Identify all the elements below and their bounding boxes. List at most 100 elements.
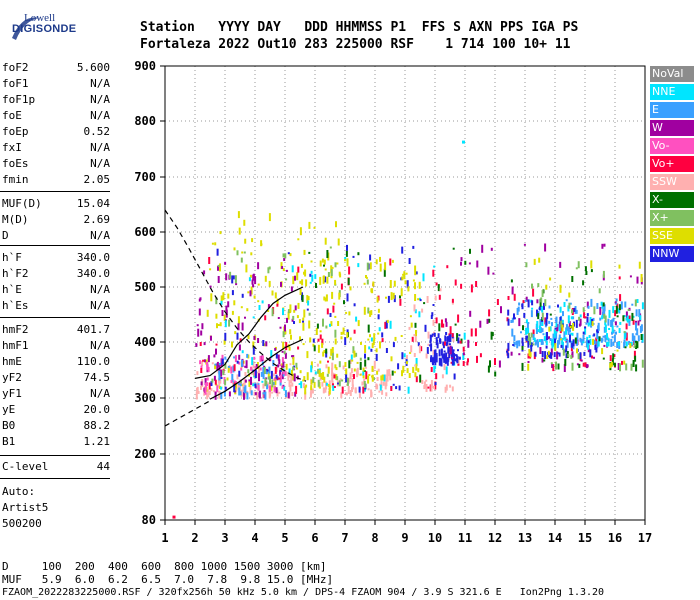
- echo-point: [363, 370, 366, 372]
- echo-point: [583, 312, 586, 319]
- echo-point: [227, 301, 230, 308]
- legend-item-w: W: [650, 120, 694, 136]
- echo-point: [224, 320, 227, 328]
- echo-point: [583, 351, 586, 356]
- echo-point: [511, 328, 514, 337]
- echo-point: [351, 374, 354, 377]
- echo-point: [584, 316, 587, 319]
- echo-point: [373, 360, 376, 369]
- echo-point: [445, 332, 448, 335]
- param-value: 88.2: [83, 419, 111, 432]
- param-row: B0 88.2: [2, 419, 110, 435]
- echo-point: [474, 328, 477, 337]
- echo-point: [366, 262, 369, 271]
- echo-point: [345, 377, 348, 383]
- param-value: 44: [96, 460, 110, 473]
- echo-point: [590, 269, 593, 273]
- echo-point: [299, 336, 301, 341]
- echo-point: [507, 353, 510, 359]
- echo-point: [537, 283, 540, 288]
- x-tick-label: 4: [251, 531, 258, 545]
- echo-point: [443, 341, 446, 346]
- echo-point: [367, 338, 370, 341]
- echo-point: [330, 348, 333, 356]
- param-label: fmin: [2, 173, 29, 186]
- echo-point: [321, 258, 324, 263]
- echo-point: [435, 373, 438, 380]
- echo-point: [353, 374, 355, 379]
- echo-point: [613, 362, 616, 367]
- footer-distance-row: D 100 200 400 600 800 1000 1500 3000 [km…: [2, 560, 327, 573]
- echo-point: [349, 372, 352, 380]
- echo-point: [395, 386, 398, 390]
- echo-point: [541, 290, 544, 297]
- echo-point: [415, 363, 418, 371]
- echo-point: [425, 384, 428, 392]
- echo-point: [600, 301, 603, 306]
- echo-point: [489, 360, 491, 368]
- echo-point: [219, 322, 222, 327]
- echo-point: [488, 318, 491, 323]
- echo-point: [450, 346, 453, 355]
- y-tick-label: 300: [134, 391, 156, 405]
- param-value: 1.21: [83, 435, 111, 448]
- echo-point: [587, 341, 590, 350]
- echo-point: [545, 345, 548, 349]
- echo-point: [230, 380, 233, 384]
- echo-point: [402, 273, 405, 276]
- echo-point: [455, 354, 458, 358]
- echo-point: [345, 392, 348, 396]
- param-row: C-level 44: [2, 460, 110, 476]
- echo-point: [582, 331, 585, 335]
- echo-point: [451, 298, 454, 303]
- echo-point: [343, 300, 345, 305]
- x-tick-label: 7: [341, 531, 348, 545]
- echo-point: [328, 380, 331, 386]
- echo-point: [507, 318, 510, 326]
- echo-point: [243, 391, 245, 400]
- echo-point: [311, 388, 314, 394]
- echo-point: [308, 221, 311, 229]
- echo-point: [340, 283, 343, 290]
- echo-point: [606, 333, 608, 339]
- echo-point: [460, 261, 462, 266]
- echo-point: [334, 262, 337, 268]
- echo-point: [435, 282, 438, 286]
- echo-point: [638, 261, 641, 269]
- param-value: 20.0: [83, 403, 111, 416]
- echo-point: [425, 353, 428, 359]
- param-label: yF1: [2, 387, 22, 400]
- echo-point: [383, 268, 386, 277]
- echo-point: [279, 369, 282, 372]
- echo-point: [569, 329, 571, 333]
- echo-point: [518, 318, 521, 327]
- echo-point: [315, 283, 317, 288]
- echo-point: [328, 385, 331, 392]
- echo-point: [408, 373, 411, 378]
- echo-point: [570, 354, 573, 359]
- echo-point: [323, 350, 326, 353]
- param-value: 340.0: [76, 267, 110, 280]
- echo-point: [636, 299, 639, 303]
- echo-point: [294, 305, 297, 311]
- echo-point: [240, 257, 243, 263]
- echo-point: [520, 331, 522, 334]
- echo-point: [524, 299, 527, 302]
- echo-point: [344, 337, 347, 346]
- echo-point: [233, 300, 236, 306]
- echo-point: [321, 338, 324, 345]
- echo-point: [549, 338, 552, 341]
- echo-point: [479, 353, 482, 358]
- echo-point: [293, 309, 296, 313]
- echo-point: [324, 297, 327, 302]
- echo-point: [317, 368, 320, 374]
- param-row: hmE 110.0: [2, 355, 110, 371]
- echo-point: [414, 372, 417, 378]
- echo-point: [625, 332, 628, 341]
- echo-point: [566, 324, 568, 330]
- echo-point: [209, 285, 212, 288]
- echo-point: [261, 380, 264, 383]
- echo-point: [555, 323, 558, 328]
- echo-point: [331, 352, 334, 361]
- echo-points: [195, 211, 644, 400]
